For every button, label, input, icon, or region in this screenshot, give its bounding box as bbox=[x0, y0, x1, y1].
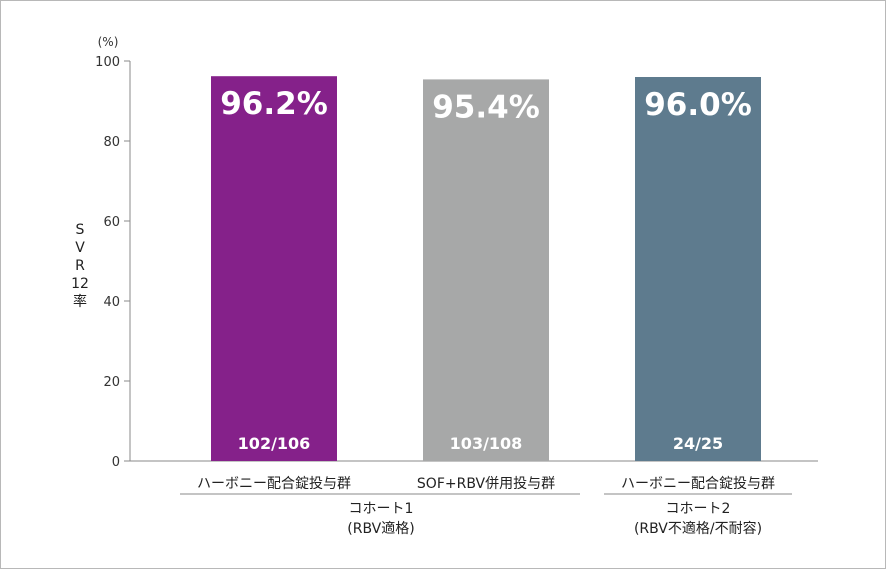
bar-value-label-2: 95.4% bbox=[432, 89, 540, 125]
y-label-char-v: V bbox=[75, 240, 85, 256]
y-label-char-rate: 率 bbox=[73, 293, 87, 310]
y-label-char-12: 12 bbox=[71, 276, 89, 292]
y-tick-label: 80 bbox=[103, 135, 120, 150]
category-label-1: ハーボニー配合錠投与群 bbox=[197, 476, 351, 492]
y-tick-label: 60 bbox=[103, 215, 120, 230]
y-label-char-s: S bbox=[76, 222, 85, 238]
cohort1-title: コホート1 bbox=[349, 501, 414, 517]
y-ticks: 0 20 40 60 80 100 bbox=[95, 55, 130, 470]
category-label-3: ハーボニー配合錠投与群 bbox=[621, 476, 775, 492]
y-label-char-r: R bbox=[75, 258, 85, 274]
y-tick-label: 100 bbox=[95, 55, 120, 70]
cohort2-subtitle: (RBV不適格/不耐容) bbox=[634, 520, 762, 537]
y-unit-label: (%) bbox=[98, 35, 119, 49]
y-tick-label: 20 bbox=[103, 375, 120, 390]
bar-2 bbox=[423, 79, 549, 462]
bar-fraction-label-3: 24/25 bbox=[673, 434, 723, 453]
category-label-2: SOF+RBV併用投与群 bbox=[417, 476, 555, 492]
y-tick-label: 0 bbox=[112, 455, 120, 470]
y-axis-label: S V R 12 率 bbox=[71, 222, 89, 310]
bar-1 bbox=[211, 76, 337, 461]
y-tick-label: 40 bbox=[103, 295, 120, 310]
bar-value-label-3: 96.0% bbox=[644, 87, 752, 123]
bar-3 bbox=[635, 77, 761, 461]
bar-fraction-label-2: 103/108 bbox=[450, 434, 523, 453]
bar-value-label-1: 96.2% bbox=[220, 86, 328, 122]
cohort2-title: コホート2 bbox=[666, 501, 731, 517]
bars: 96.2% 102/106 95.4% 103/108 96.0% 24/25 bbox=[211, 76, 761, 462]
cohort1-subtitle: (RBV適格) bbox=[347, 520, 414, 537]
bar-fraction-label-1: 102/106 bbox=[238, 434, 311, 453]
